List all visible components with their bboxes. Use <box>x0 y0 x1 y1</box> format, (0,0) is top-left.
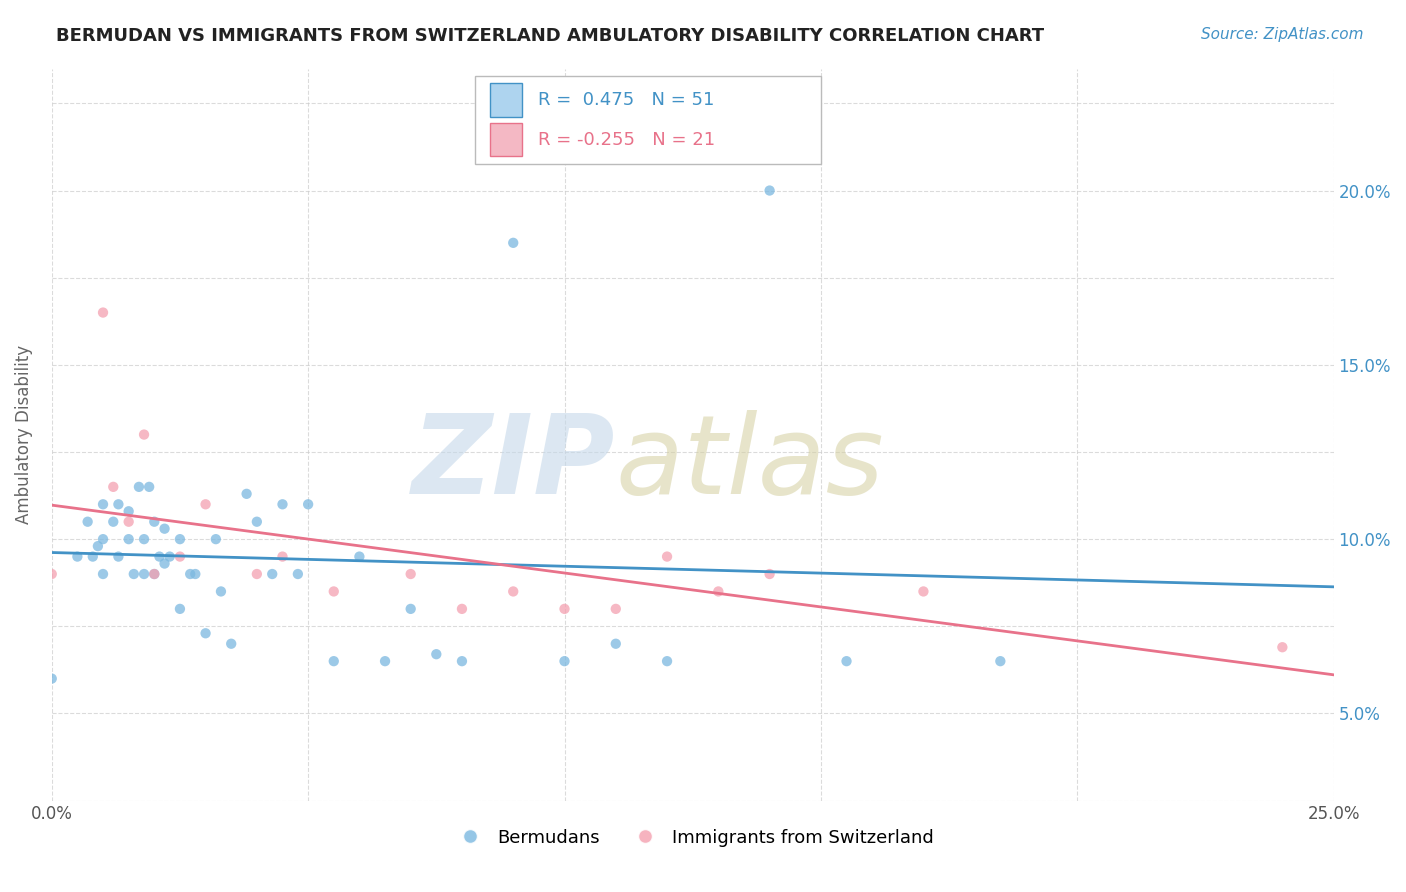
Point <box>91 567 114 582</box>
Point <box>87 539 110 553</box>
Point <box>219 637 242 651</box>
Point <box>205 532 228 546</box>
Point <box>153 522 176 536</box>
Point <box>184 567 207 582</box>
Point <box>246 567 269 582</box>
Bar <box>491 83 522 117</box>
Point <box>76 515 98 529</box>
Point <box>118 532 141 546</box>
Point <box>287 567 309 582</box>
Point <box>246 515 269 529</box>
Point <box>349 549 371 564</box>
Point <box>194 497 217 511</box>
Point <box>107 497 129 511</box>
Point <box>118 515 141 529</box>
Point <box>91 532 114 546</box>
Point <box>103 515 125 529</box>
Point <box>322 654 344 668</box>
Bar <box>491 123 522 156</box>
Point <box>169 549 191 564</box>
Point <box>1271 640 1294 655</box>
Point <box>179 567 201 582</box>
FancyBboxPatch shape <box>475 76 821 164</box>
Text: Source: ZipAtlas.com: Source: ZipAtlas.com <box>1201 27 1364 42</box>
Point <box>451 602 474 616</box>
Point <box>122 567 145 582</box>
Text: atlas: atlas <box>616 410 884 517</box>
Point <box>132 427 155 442</box>
Point <box>297 497 319 511</box>
Point <box>41 672 63 686</box>
Text: R =  0.475   N = 51: R = 0.475 N = 51 <box>537 91 714 109</box>
Point <box>553 654 575 668</box>
Point <box>143 567 166 582</box>
Point <box>605 602 627 616</box>
Point <box>169 602 191 616</box>
Point <box>322 584 344 599</box>
Point <box>655 549 678 564</box>
Text: BERMUDAN VS IMMIGRANTS FROM SWITZERLAND AMBULATORY DISABILITY CORRELATION CHART: BERMUDAN VS IMMIGRANTS FROM SWITZERLAND … <box>56 27 1045 45</box>
Point <box>655 654 678 668</box>
Point <box>553 602 575 616</box>
Point <box>82 549 104 564</box>
Point <box>374 654 396 668</box>
Point <box>107 549 129 564</box>
Point <box>132 567 155 582</box>
Y-axis label: Ambulatory Disability: Ambulatory Disability <box>15 345 32 524</box>
Point <box>194 626 217 640</box>
Point <box>835 654 858 668</box>
Point <box>143 515 166 529</box>
Point <box>128 480 150 494</box>
Point <box>758 184 780 198</box>
Point <box>91 305 114 319</box>
Point <box>118 504 141 518</box>
Point <box>451 654 474 668</box>
Legend: Bermudans, Immigrants from Switzerland: Bermudans, Immigrants from Switzerland <box>444 822 941 854</box>
Point <box>271 549 294 564</box>
Point <box>153 557 176 571</box>
Point <box>425 647 447 661</box>
Point <box>399 567 422 582</box>
Point <box>262 567 284 582</box>
Text: R = -0.255   N = 21: R = -0.255 N = 21 <box>537 130 714 149</box>
Point <box>132 532 155 546</box>
Point <box>271 497 294 511</box>
Point <box>502 235 524 250</box>
Point <box>502 584 524 599</box>
Point <box>707 584 730 599</box>
Point <box>399 602 422 616</box>
Point <box>138 480 160 494</box>
Point <box>103 480 125 494</box>
Point <box>235 487 257 501</box>
Text: ZIP: ZIP <box>412 410 616 517</box>
Point <box>148 549 170 564</box>
Point <box>988 654 1011 668</box>
Point <box>159 549 181 564</box>
Point <box>66 549 89 564</box>
Point <box>758 567 780 582</box>
Point <box>91 497 114 511</box>
Point <box>605 637 627 651</box>
Point <box>912 584 935 599</box>
Point <box>169 532 191 546</box>
Point <box>143 567 166 582</box>
Point <box>41 567 63 582</box>
Point <box>209 584 232 599</box>
